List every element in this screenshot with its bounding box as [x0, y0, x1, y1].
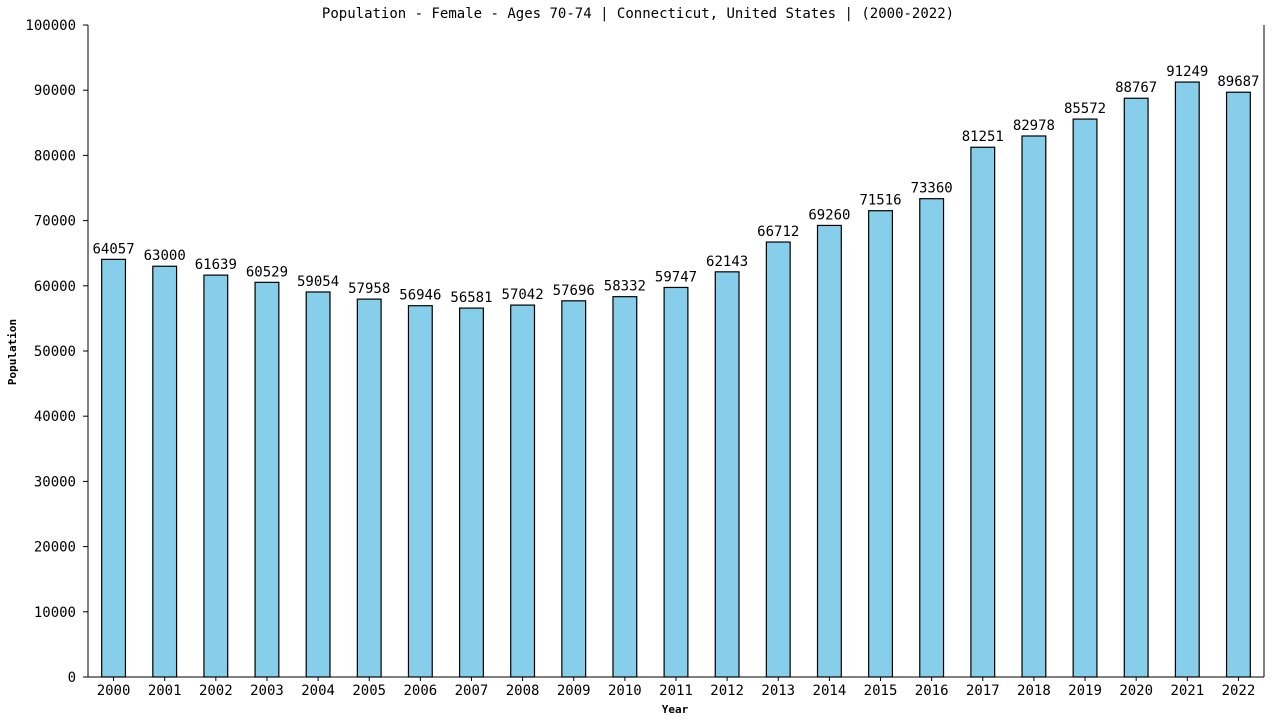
x-tick-label: 2020	[1119, 683, 1153, 699]
x-tick-label: 2008	[506, 683, 540, 699]
bar-2006	[407, 305, 433, 678]
y-tick-label: 70000	[34, 214, 76, 230]
x-tick-label: 2010	[608, 683, 642, 699]
x-tick-label: 2000	[97, 683, 131, 699]
x-axis-title: Year	[662, 703, 689, 716]
chart-title: Population - Female - Ages 70-74 | Conne…	[322, 6, 954, 22]
bar-2008	[510, 304, 536, 678]
x-tick-label: 2014	[813, 683, 847, 699]
x-tick-label: 2006	[403, 683, 437, 699]
value-label-2014: 69260	[808, 207, 850, 223]
value-label-2020: 88767	[1115, 80, 1157, 96]
x-tick-label: 2007	[455, 683, 489, 699]
y-tick-label: 20000	[34, 540, 76, 556]
value-label-2006: 56946	[399, 288, 441, 304]
x-tick-label: 2022	[1222, 683, 1256, 699]
value-label-2003: 60529	[246, 264, 288, 280]
bar-2001	[152, 265, 178, 678]
y-tick-label: 10000	[34, 605, 76, 621]
y-tick-label: 0	[68, 670, 76, 686]
value-label-2018: 82978	[1013, 118, 1055, 134]
bar-2003	[254, 281, 280, 678]
x-tick-label: 2011	[659, 683, 693, 699]
value-label-2011: 59747	[655, 269, 697, 285]
bar-2012	[714, 271, 740, 678]
value-label-2008: 57042	[502, 287, 544, 303]
value-label-2009: 57696	[553, 283, 595, 299]
bar-2021	[1174, 81, 1200, 678]
bar-2009	[561, 300, 587, 678]
bar-2013	[765, 241, 791, 678]
value-label-2015: 71516	[859, 193, 901, 209]
x-tick-label: 2013	[761, 683, 795, 699]
bar-2020	[1123, 97, 1149, 678]
value-label-2004: 59054	[297, 274, 339, 290]
value-label-2016: 73360	[911, 181, 953, 197]
x-tick-label: 2002	[199, 683, 233, 699]
x-tick-label: 2012	[710, 683, 744, 699]
y-tick-label: 90000	[34, 83, 76, 99]
bar-2015	[868, 210, 894, 678]
value-label-2019: 85572	[1064, 101, 1106, 117]
x-tick-label: 2004	[301, 683, 335, 699]
bar-2002	[203, 274, 229, 678]
bar-2004	[305, 291, 331, 678]
bar-2019	[1072, 118, 1098, 678]
x-tick-label: 2003	[250, 683, 284, 699]
x-tick-label: 2019	[1068, 683, 1102, 699]
x-tick-label: 2005	[352, 683, 386, 699]
y-tick-label: 100000	[25, 18, 76, 34]
y-tick-label: 50000	[34, 344, 76, 360]
value-label-2007: 56581	[450, 290, 492, 306]
y-axis-title: Population	[6, 319, 19, 385]
bar-2005	[356, 298, 382, 678]
value-label-2010: 58332	[604, 279, 646, 295]
y-tick-label: 60000	[34, 279, 76, 295]
y-tick-label: 40000	[34, 409, 76, 425]
bar-2017	[970, 146, 996, 678]
value-label-2013: 66712	[757, 224, 799, 240]
y-tick-label: 80000	[34, 148, 76, 164]
bar-2000	[101, 258, 127, 678]
bar-2007	[458, 307, 484, 678]
bar-2014	[816, 224, 842, 678]
value-label-2012: 62143	[706, 254, 748, 270]
x-tick-label: 2016	[915, 683, 949, 699]
x-tick-label: 2017	[966, 683, 1000, 699]
bar-2022	[1225, 91, 1251, 678]
value-label-2000: 64057	[92, 241, 134, 257]
bars-group	[101, 81, 1251, 678]
bar-2011	[663, 286, 689, 678]
value-label-2001: 63000	[144, 248, 186, 264]
value-label-2017: 81251	[962, 129, 1004, 145]
y-axis: 0 10000 20000 30000 40000 50000 60000 70000 8000…	[25, 18, 89, 686]
y-tick-label: 30000	[34, 474, 76, 490]
x-tick-label: 2001	[148, 683, 182, 699]
bar-2016	[919, 198, 945, 678]
bar-2018	[1021, 135, 1047, 678]
x-tick-label: 2009	[557, 683, 591, 699]
value-label-2002: 61639	[195, 257, 237, 273]
value-label-2022: 89687	[1217, 74, 1259, 90]
value-label-2005: 57958	[348, 281, 390, 297]
value-labels-group: 64057 63000 61639 60529 59054 57958 56946 56581…	[92, 64, 1259, 306]
x-tick-label: 2015	[864, 683, 898, 699]
x-tick-label: 2021	[1170, 683, 1204, 699]
bar-2010	[612, 296, 638, 678]
value-label-2021: 91249	[1166, 64, 1208, 80]
x-tick-label: 2018	[1017, 683, 1051, 699]
